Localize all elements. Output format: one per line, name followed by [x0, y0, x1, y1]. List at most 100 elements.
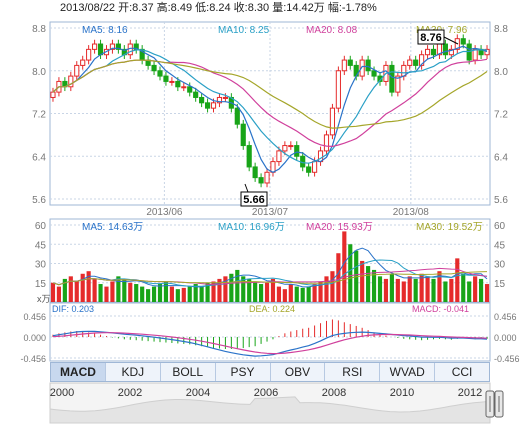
candle [199, 96, 205, 104]
price-ma-lines [52, 45, 488, 173]
price-y-tick-left: 7.2 [32, 110, 46, 121]
timeline-year: 2006 [254, 387, 278, 399]
candle [74, 64, 80, 77]
timeline-year: 2012 [458, 387, 482, 399]
volume-bar [110, 281, 115, 302]
candle [240, 123, 246, 147]
volume-bar [306, 286, 311, 302]
volume-bar [68, 276, 73, 302]
tab-rsi[interactable]: RSI [325, 363, 381, 381]
volume-bar [104, 286, 109, 302]
volume-bar [223, 276, 228, 302]
volume-bar [431, 278, 436, 302]
volume-bar [50, 282, 56, 302]
high-marker: 8.76 [417, 29, 459, 45]
volume-bar [484, 284, 490, 302]
volume-bar [116, 276, 121, 302]
price-x-tick: 2013/06 [146, 207, 183, 218]
candle [50, 91, 56, 98]
candle [210, 102, 217, 109]
volume-bar [151, 286, 157, 302]
volume-bar [461, 273, 466, 302]
macd-y-tick-left: 0.456 [23, 312, 46, 322]
volume-bar [169, 286, 174, 302]
volume-bar [383, 278, 389, 302]
volume-bars [50, 231, 490, 302]
volume-bar [134, 284, 139, 302]
volume-bar [455, 258, 460, 302]
candle [276, 150, 282, 163]
price-x-axis: 2013/06 2013/07 2013/08 [146, 207, 429, 218]
volume-bar [366, 266, 371, 302]
dea-label: DEA: 0.224 [249, 304, 295, 314]
indicator-tabs: MACD KDJ BOLL PSY OBV RSI WVAD CCI [50, 362, 490, 382]
volume-unit: x万 [37, 294, 51, 304]
volume-bar [235, 269, 240, 302]
volume-bar [324, 276, 329, 302]
candle [80, 59, 86, 66]
volume-bar [419, 273, 424, 302]
candle [204, 102, 211, 109]
volume-bar [282, 289, 287, 302]
price-y-tick-right: 8.8 [494, 24, 508, 35]
price-x-tick: 2013/08 [393, 207, 430, 218]
volume-y-tick-right: 30 [494, 260, 506, 271]
tab-kdj[interactable]: KDJ [106, 363, 161, 381]
price-y-axis-left: 8.8 8.0 7.2 6.4 5.6 [32, 24, 46, 206]
timeline-handle-right[interactable] [494, 390, 504, 418]
candle [424, 48, 431, 56]
volume-bar [407, 276, 412, 302]
volume-ma-label: MA10: 16.96万 [218, 222, 285, 233]
volume-bar [437, 271, 442, 302]
volume-bar [401, 281, 406, 302]
volume-y-tick-left: 15 [35, 279, 47, 290]
tab-boll[interactable]: BOLL [161, 363, 216, 381]
candle [341, 59, 347, 72]
candle [395, 75, 401, 93]
candle [151, 64, 157, 72]
macd-y-tick-right: -0.456 [494, 354, 520, 364]
candle [335, 70, 341, 109]
tab-wvad[interactable]: WVAD [380, 363, 436, 381]
volume-bar [330, 271, 335, 302]
volume-bar [371, 269, 377, 302]
timeline-year: 2004 [186, 387, 210, 399]
macd-y-axis-right: 0.456 0.000 -0.456 [494, 312, 520, 364]
timeline-year: 2010 [390, 387, 414, 399]
macd-y-tick-left: -0.456 [20, 354, 46, 364]
volume-bar [140, 286, 145, 302]
high-marker-label: 8.76 [420, 32, 441, 44]
volume-y-tick-right: 15 [494, 279, 506, 290]
low-marker-label: 5.66 [243, 194, 264, 206]
candle [193, 91, 199, 98]
candle [389, 64, 395, 93]
candle [109, 43, 116, 50]
volume-bar [98, 284, 103, 302]
macd-lines [52, 330, 488, 357]
volume-bar [157, 284, 163, 302]
low-marker: 5.66 [240, 183, 268, 207]
volume-bar [318, 281, 323, 302]
volume-bar [259, 284, 264, 302]
price-y-tick-left: 5.6 [32, 195, 46, 206]
macd-label: MACD: -0.041 [412, 304, 469, 314]
tab-obv[interactable]: OBV [271, 363, 326, 381]
price-y-tick-right: 8.0 [494, 67, 508, 78]
candle [187, 86, 193, 93]
timeline-year: 2008 [322, 387, 346, 399]
candle [365, 59, 371, 72]
dif-line [52, 330, 488, 357]
volume-bar [300, 287, 305, 302]
volume-bar [122, 278, 127, 302]
tab-macd[interactable]: MACD [51, 363, 106, 381]
candle [222, 96, 228, 99]
volume-ma-label: MA20: 15.93万 [306, 222, 373, 233]
tab-psy[interactable]: PSY [216, 363, 271, 381]
tab-cci[interactable]: CCI [451, 365, 473, 379]
timeline-handle-left[interactable] [485, 390, 495, 418]
volume-bar [241, 276, 246, 302]
candle [448, 48, 454, 56]
candle [407, 59, 413, 66]
volume-ma-lines [52, 247, 488, 288]
